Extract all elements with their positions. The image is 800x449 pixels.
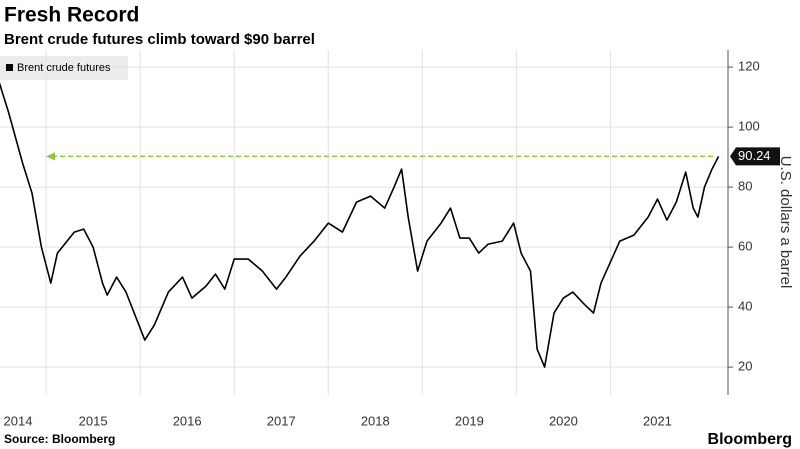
x-tick-label: 2017 [267,413,296,428]
y-axis-label: U.S. dollars a barrel [777,156,794,289]
y-tick-label: 20 [738,359,752,374]
y-tick-label: 120 [738,59,760,74]
x-tick-label: 2014 [4,413,33,428]
reference-arrowhead [46,152,55,161]
value-label: 90.24 [738,148,771,163]
y-tick-label: 60 [738,239,752,254]
x-tick-label: 2021 [643,413,672,428]
x-tick-label: 2015 [79,413,108,428]
brand-logo: Bloomberg [708,431,792,448]
line-series [0,82,720,368]
legend-label: Brent crude futures [17,62,111,74]
x-tick-label: 2018 [361,413,390,428]
chart-subtitle: Brent crude futures climb toward $90 bar… [4,31,315,48]
source: Source: Bloomberg [4,432,115,446]
legend-box [0,56,128,80]
x-tick-label: 2020 [549,413,578,428]
value-label-box [730,147,780,166]
legend-swatch [6,64,13,71]
x-tick-label: 2019 [455,413,484,428]
chart-title: Fresh Record [4,4,139,27]
y-tick-label: 40 [738,299,752,314]
y-tick-label: 80 [738,179,752,194]
x-tick-label: 2016 [173,413,202,428]
y-tick-label: 100 [738,119,760,134]
